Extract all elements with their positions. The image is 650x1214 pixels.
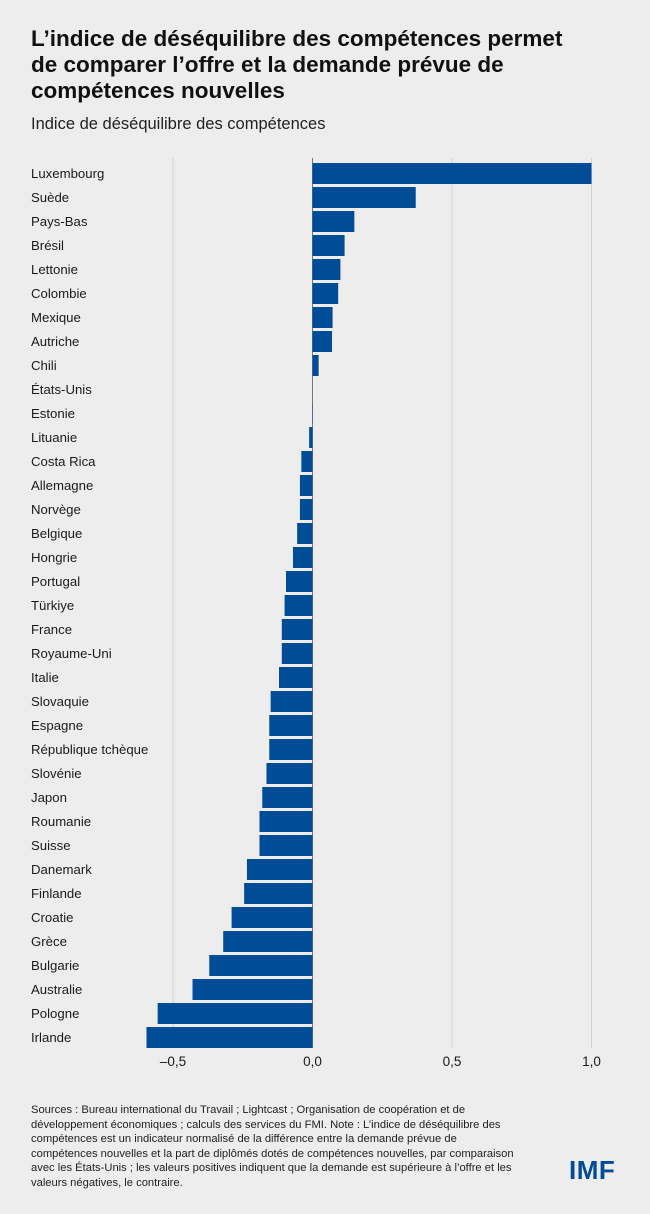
category-label: Grèce [31, 934, 67, 949]
category-label: Brésil [31, 238, 64, 253]
category-label: Mexique [31, 310, 81, 325]
bar-28 [259, 835, 313, 856]
bar-2 [312, 211, 355, 232]
bar-33 [209, 955, 313, 976]
bar-13 [299, 475, 313, 496]
bar-19 [281, 619, 313, 640]
bar-35 [157, 1003, 313, 1024]
category-label: Croatie [31, 910, 74, 925]
bar-3 [312, 235, 345, 256]
category-label: Allemagne [31, 478, 93, 493]
imf-logo: IMF [569, 1155, 616, 1185]
x-axis-ticks: –0,5 0,0 0,5 1,0 [160, 1054, 601, 1069]
bar-1 [312, 187, 416, 208]
category-label: Bulgarie [31, 958, 79, 973]
bar-14 [299, 499, 313, 520]
x-tick-label: 0,5 [443, 1054, 462, 1069]
bar-23 [269, 715, 313, 736]
chart-title: L’indice de déséquilibre des compétences… [31, 26, 563, 103]
bar-24 [269, 739, 313, 760]
category-label: Pays-Bas [31, 214, 88, 229]
category-label: Roumanie [31, 814, 91, 829]
category-label: États-Unis [31, 382, 92, 397]
category-label: Türkiye [31, 598, 74, 613]
category-label: Lettonie [31, 262, 78, 277]
bar-11 [309, 427, 313, 448]
category-label: Espagne [31, 718, 83, 733]
x-tick-label: –0,5 [160, 1054, 186, 1069]
category-label: Irlande [31, 1030, 71, 1045]
bar-31 [231, 907, 313, 928]
bar-6 [312, 307, 333, 328]
bar-15 [297, 523, 313, 544]
bar-4 [312, 259, 341, 280]
category-label: Japon [31, 790, 67, 805]
category-label: Suède [31, 190, 69, 205]
bar-12 [301, 451, 313, 472]
category-label: Colombie [31, 286, 87, 301]
category-label: Italie [31, 670, 59, 685]
source-note: Sources : Bureau international du Travai… [31, 1104, 514, 1189]
bar-20 [281, 643, 313, 664]
bar-7 [312, 331, 333, 352]
bar-30 [244, 883, 313, 904]
category-label: Danemark [31, 862, 92, 877]
category-label: Estonie [31, 406, 75, 421]
bar-25 [266, 763, 313, 784]
bar-22 [270, 691, 313, 712]
bar-18 [284, 595, 313, 616]
category-label: France [31, 622, 72, 637]
category-label: Australie [31, 982, 82, 997]
category-label: Lituanie [31, 430, 77, 445]
bar-29 [246, 859, 313, 880]
bar-8 [312, 355, 319, 376]
x-tick-label: 0,0 [303, 1054, 322, 1069]
category-label: Finlande [31, 886, 82, 901]
bar-16 [292, 547, 313, 568]
category-label: Autriche [31, 334, 79, 349]
category-label: Royaume-Uni [31, 646, 112, 661]
bar-32 [223, 931, 313, 952]
category-label: Slovaquie [31, 694, 89, 709]
bar-5 [312, 283, 339, 304]
category-label: Pologne [31, 1006, 79, 1021]
category-label: Chili [31, 358, 57, 373]
bar-26 [262, 787, 313, 808]
x-tick-label: 1,0 [582, 1054, 601, 1069]
bars [146, 163, 592, 1048]
bar-17 [285, 571, 313, 592]
bar-36 [146, 1027, 313, 1048]
bar-0 [312, 163, 592, 184]
category-label: Portugal [31, 574, 80, 589]
category-label: Suisse [31, 838, 71, 853]
category-label: Luxembourg [31, 166, 104, 181]
category-label: Slovénie [31, 766, 82, 781]
category-label: Costa Rica [31, 454, 96, 469]
bar-21 [279, 667, 313, 688]
bar-34 [192, 979, 313, 1000]
category-label: Belgique [31, 526, 82, 541]
category-label: Norvège [31, 502, 81, 517]
country-labels: Luxembourg Suède Pays-Bas Brésil Lettonie Col… [31, 166, 148, 1045]
category-label: République tchèque [31, 742, 148, 757]
bar-27 [259, 811, 313, 832]
category-label: Hongrie [31, 550, 77, 565]
bar-chart: Luxembourg Suède Pays-Bas Brésil Lettonie Col… [31, 158, 601, 1069]
chart-subtitle: Indice de déséquilibre des compétences [31, 115, 326, 133]
